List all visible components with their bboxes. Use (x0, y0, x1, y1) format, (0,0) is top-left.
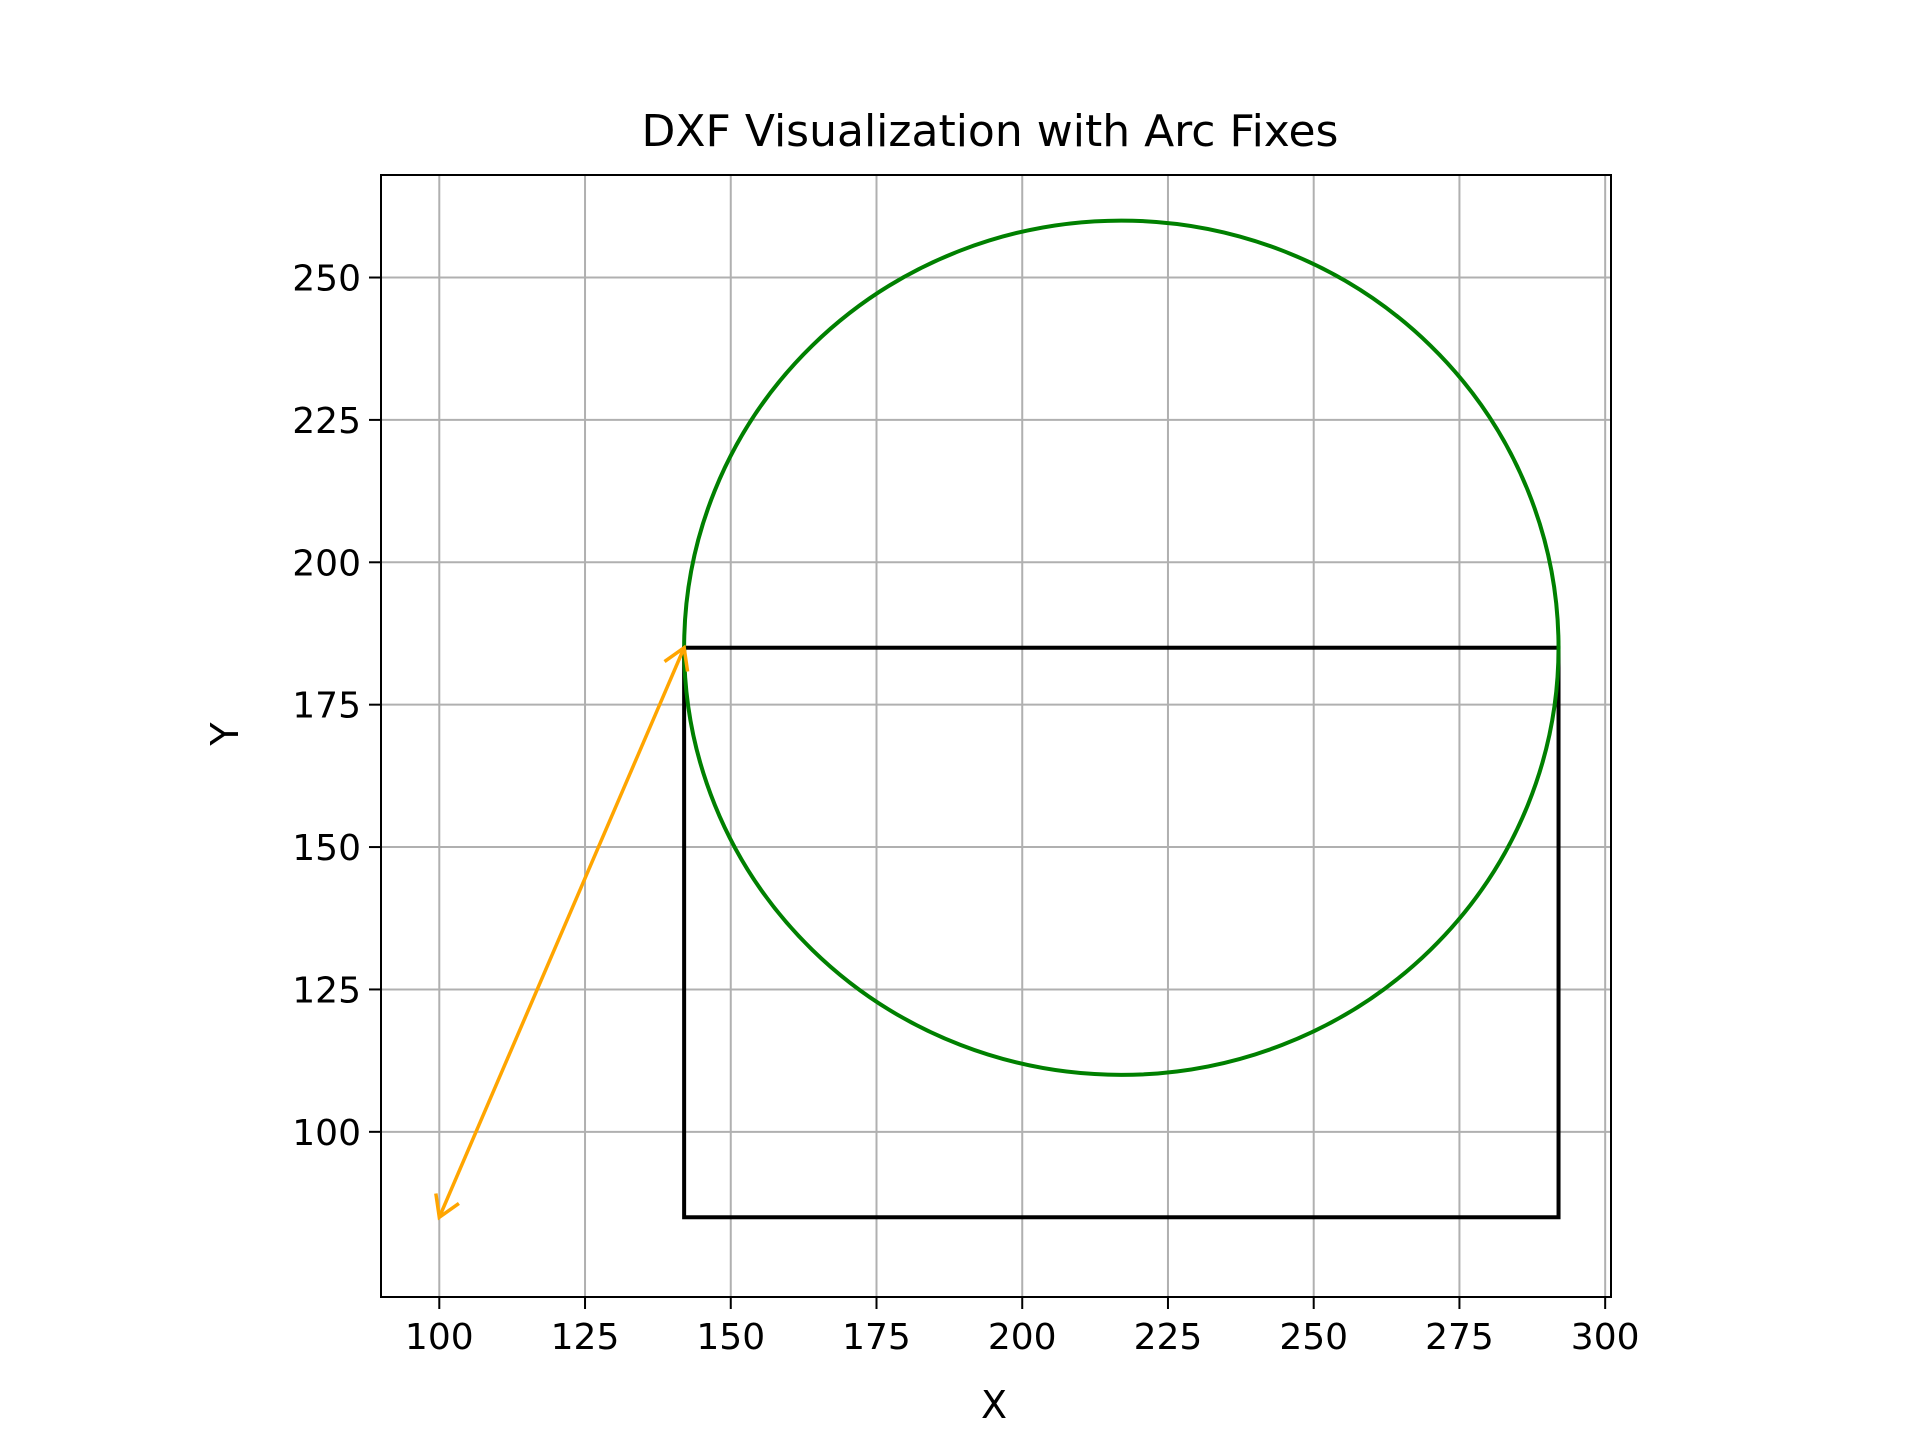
x-tick-label: 125 (551, 1317, 620, 1358)
y-tick-label: 100 (292, 1113, 361, 1154)
x-tick-label: 100 (405, 1317, 474, 1358)
axes-frame (380, 174, 1612, 1298)
rectangle-outline (682, 645, 1561, 1220)
x-tick-label: 225 (1134, 1317, 1203, 1358)
plot-shapes (434, 218, 1561, 1221)
y-tick-label: 175 (292, 686, 361, 727)
y-tick-label: 225 (292, 401, 361, 442)
y-tick-label: 150 (292, 828, 361, 869)
x-tick-label: 200 (988, 1317, 1057, 1358)
axis-ticks: 100 125 150 175 200 225 250 275 300 100 125 150 175 2… (292, 259, 1639, 1358)
arrowhead-start (434, 1193, 460, 1221)
x-tick-label: 150 (696, 1317, 765, 1358)
x-axis-label: X (981, 1383, 1007, 1427)
arrowhead-end (663, 644, 690, 672)
y-tick-label: 250 (292, 259, 361, 300)
grid-lines (381, 175, 1611, 1297)
x-tick-label: 250 (1279, 1317, 1348, 1358)
y-tick-label: 200 (292, 543, 361, 584)
x-tick-label: 275 (1425, 1317, 1494, 1358)
y-axis-label: Y (203, 722, 247, 747)
arrow-shaft (437, 647, 686, 1218)
y-tick-label: 125 (292, 970, 361, 1011)
chart-title: DXF Visualization with Arc Fixes (642, 106, 1339, 157)
x-tick-label: 175 (842, 1317, 911, 1358)
x-tick-label: 300 (1571, 1317, 1640, 1358)
